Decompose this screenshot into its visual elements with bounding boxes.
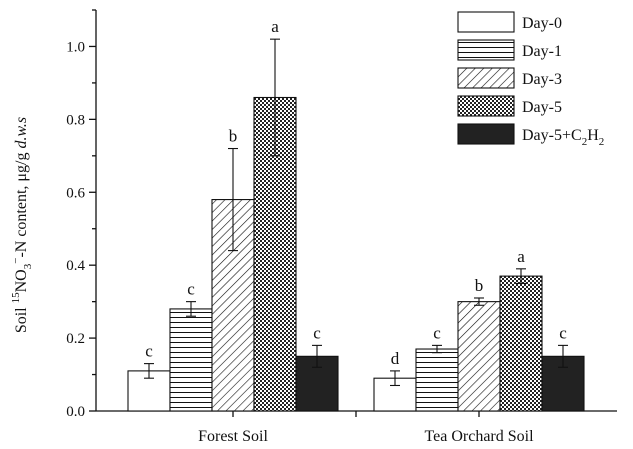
significance-letter: c	[313, 323, 321, 342]
significance-letter: b	[475, 276, 484, 295]
y-tick-label: 0.4	[66, 258, 85, 274]
significance-letter: a	[517, 247, 525, 266]
significance-letter: c	[559, 323, 567, 342]
x-category-label: Tea Orchard Soil	[424, 428, 534, 445]
significance-letter: a	[271, 17, 279, 36]
significance-letter: c	[187, 280, 195, 299]
y-tick-label: 0.8	[66, 112, 85, 128]
legend-swatch	[457, 123, 515, 145]
y-tick-label: 1.0	[66, 39, 85, 55]
legend-entry-label: Day-0	[522, 15, 562, 32]
significance-letter: d	[391, 349, 400, 368]
bars: c c b a c d c b a c	[127, 17, 585, 412]
bar-diag	[457, 301, 501, 412]
bar-checker	[499, 275, 543, 412]
legend-swatch	[457, 11, 515, 33]
bar-hlines	[169, 308, 213, 412]
y-axis-label: Soil 15NO3−-N content, μg/g d.w.s	[10, 117, 34, 333]
legend-swatch	[457, 39, 515, 61]
legend-entry-label: Day-3	[522, 71, 562, 88]
y-tick-label: 0.6	[66, 185, 85, 201]
legend-entry-label: Day-5+C2H2	[522, 127, 604, 148]
legend-swatch	[457, 67, 515, 89]
legend-entry-label: Day-1	[522, 43, 562, 60]
x-category-label: Forest Soil	[198, 428, 268, 445]
legend: Day-0 Day-1 Day-3 Day-5 Day-5+C2H2	[457, 11, 604, 148]
legend-entry-label: Day-5	[522, 99, 562, 116]
significance-letter: c	[433, 323, 441, 342]
y-tick-label: 0.2	[66, 331, 85, 347]
y-tick-label: 0.0	[66, 404, 85, 420]
significance-letter: b	[229, 127, 238, 146]
significance-letter: c	[145, 342, 153, 361]
legend-swatch	[457, 95, 515, 117]
bar-hlines	[415, 348, 459, 412]
